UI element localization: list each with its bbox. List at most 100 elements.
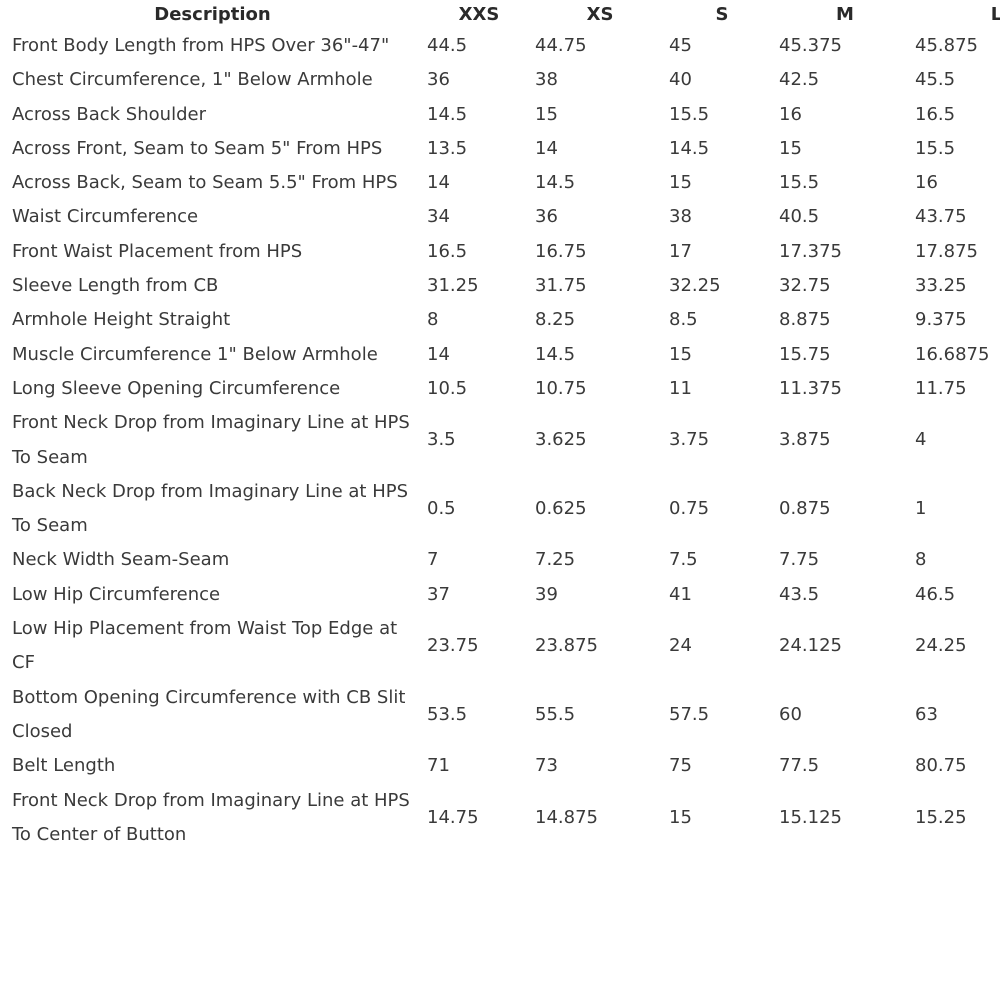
value-cell: 17.875 — [915, 240, 978, 262]
value-cell: 24.125 — [779, 635, 842, 657]
description-cell: Waist Circumference — [12, 206, 199, 228]
value-cell: 16.75 — [535, 240, 587, 262]
value-cell: 8.875 — [779, 309, 831, 331]
size-table: Description XXS XS S M L Front Body Length fr… — [0, 0, 1000, 852]
value-cell: 45.5 — [915, 69, 956, 91]
value-cell: 14.5 — [669, 137, 710, 159]
table-row: Across Back, Seam to Seam 5.5" From HPS 1… — [0, 166, 1000, 200]
table-row: Bottom Opening Circumference with CB Sli… — [0, 681, 1000, 750]
description-cell: Front Neck Drop from Imaginary Line at H… — [12, 789, 410, 845]
table-row: Across Back Shoulder 14.5 15 15.5 16 16.5 — [0, 98, 1000, 132]
description-cell: Armhole Height Straight — [12, 309, 231, 331]
description-cell: Front Body Length from HPS Over 36"-47" — [12, 35, 390, 56]
header-row: Description XXS XS S M L — [0, 0, 1000, 29]
value-cell: 73 — [535, 755, 558, 777]
description-cell: Front Waist Placement from HPS — [12, 240, 303, 262]
value-cell: 16.5 — [915, 103, 956, 125]
value-cell: 57.5 — [669, 703, 710, 725]
value-cell: 14.875 — [535, 806, 598, 828]
table-row: Front Waist Placement from HPS 16.5 16.75 1… — [0, 235, 1000, 269]
value-cell: 60 — [779, 703, 802, 725]
table-row: Low Hip Circumference 37 39 41 43.5 46.5 — [0, 578, 1000, 612]
description-cell: Bottom Opening Circumference with CB Sli… — [12, 686, 406, 742]
value-cell: 16.5 — [427, 240, 468, 262]
value-cell: 15.5 — [669, 103, 710, 125]
value-cell: 14.5 — [535, 343, 576, 365]
header-cell: L — [990, 4, 1000, 25]
value-cell: 36 — [427, 69, 450, 91]
value-cell: 44.5 — [427, 35, 468, 56]
description-cell: Sleeve Length from CB — [12, 275, 219, 297]
value-cell: 15.5 — [915, 137, 956, 159]
description-cell: Across Front, Seam to Seam 5" From HPS — [12, 137, 383, 159]
value-cell: 40.5 — [779, 206, 820, 228]
value-cell: 15 — [669, 343, 692, 365]
description-cell: Back Neck Drop from Imaginary Line at HP… — [12, 480, 409, 537]
value-cell: 31.25 — [427, 275, 479, 297]
description-cell: Muscle Circumference 1" Below Armhole — [12, 343, 378, 365]
value-cell: 80.75 — [915, 755, 967, 777]
value-cell: 31.75 — [535, 275, 587, 297]
value-cell: 11.75 — [915, 377, 967, 399]
table-row: Belt Length 71 73 75 77.5 80.75 — [0, 749, 1000, 783]
header-cell: S — [715, 4, 729, 25]
value-cell: 43.75 — [915, 206, 967, 228]
value-cell: 13.5 — [427, 137, 468, 159]
value-cell: 32.75 — [779, 275, 831, 297]
table-row: Armhole Height Straight 8 8.25 8.5 8.875 9.37… — [0, 303, 1000, 337]
value-cell: 3.625 — [535, 429, 587, 451]
value-cell: 3.75 — [669, 429, 710, 451]
value-cell: 16.6875 — [915, 343, 990, 365]
header-cell: XS — [586, 4, 614, 25]
value-cell: 14 — [427, 172, 450, 194]
value-cell: 45.875 — [915, 35, 978, 56]
value-cell: 16 — [915, 172, 938, 194]
value-cell: 15 — [669, 172, 692, 194]
value-cell: 4 — [915, 429, 927, 451]
table-row: Front Body Length from HPS Over 36"-47" 4… — [0, 29, 1000, 63]
value-cell: 0.75 — [669, 498, 710, 519]
description-cell: Across Back, Seam to Seam 5.5" From HPS — [12, 172, 398, 194]
value-cell: 24.25 — [915, 635, 967, 657]
value-cell: 63 — [915, 703, 938, 725]
value-cell: 15 — [779, 137, 802, 159]
value-cell: 15.125 — [779, 806, 842, 828]
value-cell: 53.5 — [427, 703, 468, 725]
value-cell: 1 — [915, 498, 927, 519]
value-cell: 9.375 — [915, 309, 967, 331]
description-cell: Belt Length — [12, 755, 116, 777]
value-cell: 8 — [427, 309, 439, 331]
value-cell: 77.5 — [779, 755, 820, 777]
value-cell: 32.25 — [669, 275, 721, 297]
table-row: Low Hip Placement from Waist Top Edge at… — [0, 612, 1000, 681]
value-cell: 40 — [669, 69, 692, 91]
value-cell: 23.875 — [535, 635, 598, 657]
table-row: Back Neck Drop from Imaginary Line at HP… — [0, 475, 1000, 544]
value-cell: 8.25 — [535, 309, 576, 331]
table-row: Long Sleeve Opening Circumference 10.5 10.… — [0, 372, 1000, 406]
table-row: Neck Width Seam-Seam 7 7.25 7.5 7.75 8 — [0, 543, 1000, 577]
value-cell: 34 — [427, 206, 450, 228]
description-cell: Chest Circumference, 1" Below Armhole — [12, 69, 373, 91]
value-cell: 0.625 — [535, 498, 587, 519]
description-cell: Front Neck Drop from Imaginary Line at H… — [12, 412, 410, 468]
value-cell: 14.5 — [427, 103, 468, 125]
value-cell: 15.5 — [779, 172, 820, 194]
value-cell: 39 — [535, 583, 558, 605]
value-cell: 8 — [915, 549, 927, 571]
value-cell: 8.5 — [669, 309, 698, 331]
value-cell: 46.5 — [915, 583, 956, 605]
table-row: Front Neck Drop from Imaginary Line at H… — [0, 406, 1000, 475]
description-cell: Across Back Shoulder — [12, 103, 206, 125]
table-body: Front Body Length from HPS Over 36"-47" 4… — [0, 29, 1000, 852]
value-cell: 55.5 — [535, 703, 576, 725]
value-cell: 33.25 — [915, 275, 967, 297]
value-cell: 7.75 — [779, 549, 820, 571]
value-cell: 15.75 — [779, 343, 831, 365]
value-cell: 15.25 — [915, 806, 967, 828]
value-cell: 0.5 — [427, 498, 456, 519]
value-cell: 42.5 — [779, 69, 820, 91]
value-cell: 15 — [535, 103, 558, 125]
value-cell: 41 — [669, 583, 692, 605]
